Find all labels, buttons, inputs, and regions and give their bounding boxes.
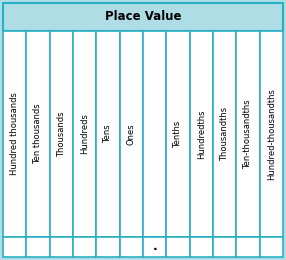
- Bar: [50, 31, 73, 237]
- Bar: [190, 31, 213, 237]
- Text: Hundred-thousandths: Hundred-thousandths: [267, 88, 276, 180]
- Bar: [166, 237, 190, 257]
- Bar: [3, 3, 283, 31]
- Text: Ones: Ones: [127, 123, 136, 145]
- Bar: [236, 31, 260, 237]
- Bar: [3, 31, 26, 237]
- Bar: [236, 237, 260, 257]
- Bar: [120, 31, 143, 237]
- Text: Hundredths: Hundredths: [197, 109, 206, 159]
- Bar: [213, 31, 236, 237]
- Text: Tens: Tens: [104, 125, 112, 143]
- Bar: [73, 31, 96, 237]
- Text: Hundred thousands: Hundred thousands: [10, 93, 19, 176]
- Text: Thousands: Thousands: [57, 111, 66, 157]
- Bar: [190, 237, 213, 257]
- Bar: [260, 31, 283, 237]
- Bar: [260, 237, 283, 257]
- Bar: [73, 237, 96, 257]
- Text: .: .: [152, 240, 157, 253]
- Bar: [120, 237, 143, 257]
- Text: Thousandths: Thousandths: [220, 107, 229, 161]
- Bar: [143, 237, 166, 257]
- Text: Place Value: Place Value: [105, 10, 181, 23]
- Text: Ten-thousandths: Ten-thousandths: [243, 99, 253, 169]
- Bar: [166, 31, 190, 237]
- Bar: [3, 237, 26, 257]
- Text: Tenths: Tenths: [174, 120, 182, 148]
- Bar: [213, 237, 236, 257]
- Bar: [26, 237, 50, 257]
- Bar: [96, 31, 120, 237]
- Bar: [143, 31, 166, 237]
- Bar: [50, 237, 73, 257]
- Bar: [26, 31, 50, 237]
- Text: Ten thousands: Ten thousands: [33, 104, 43, 164]
- Text: Hundreds: Hundreds: [80, 114, 89, 154]
- Bar: [96, 237, 120, 257]
